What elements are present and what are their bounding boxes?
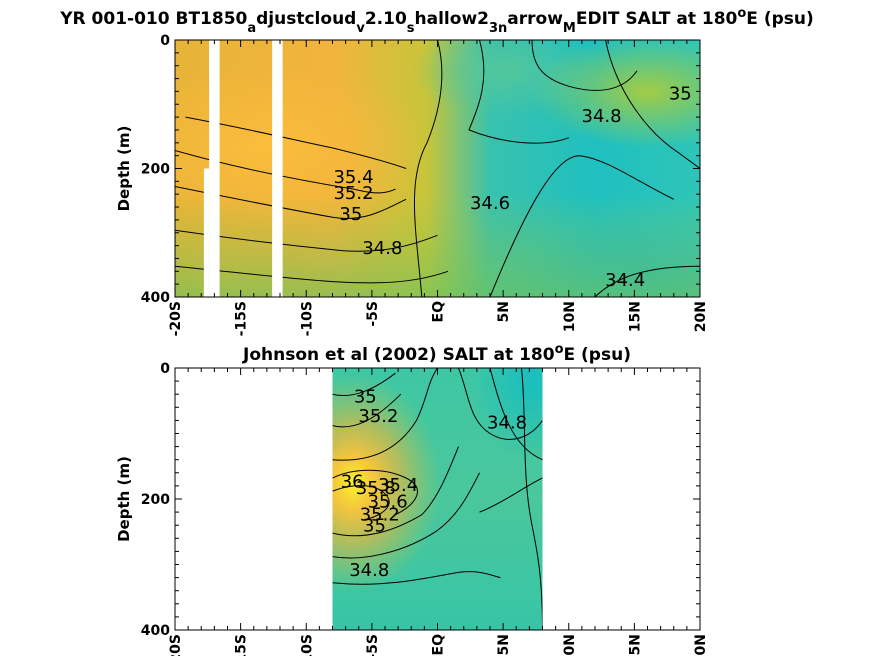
contour-label: 34.6: [470, 193, 510, 214]
contour-label: 35: [354, 386, 377, 407]
contour-label: 35.4: [378, 475, 418, 496]
contour-label: 34.8: [349, 560, 389, 581]
contour-line: [521, 368, 543, 630]
x-tick-label: 5N: [496, 634, 512, 655]
contour-label: 35.4: [333, 167, 373, 188]
chart-title: YR 001-010 BT1850adjustcloudv2.10shallow…: [59, 6, 814, 36]
contour-label: 35.2: [360, 504, 400, 525]
contour-line: [175, 265, 449, 284]
y-tick-label: 400: [141, 623, 170, 639]
field-layer: [332, 368, 543, 630]
contour-line: [332, 393, 402, 428]
contour-lines: [332, 368, 543, 630]
x-tick-label: 15N: [627, 634, 643, 656]
title-part: a: [247, 21, 256, 36]
x-tick-label: 15N: [627, 301, 643, 332]
contour-label: 35: [363, 516, 386, 537]
title-part: o: [737, 6, 746, 21]
contour-label: 35: [669, 84, 692, 105]
contour-line: [175, 186, 407, 219]
title-part: M: [563, 21, 576, 36]
x-tick-label: -15S: [234, 301, 250, 336]
y-tick-label: 0: [160, 33, 170, 49]
title-part: o: [555, 342, 564, 357]
title-part: E (psu): [564, 345, 631, 365]
contour-label: 35.2: [333, 183, 373, 204]
x-tick-label: 10N: [562, 301, 578, 332]
x-tick-label: -5S: [365, 301, 381, 327]
x-tick-label: -5S: [365, 634, 381, 656]
missing-data-gap: [209, 40, 220, 297]
x-tick-label: EQ: [431, 634, 447, 656]
contour-line: [332, 368, 438, 461]
contour-line: [531, 40, 638, 91]
x-tick-label: 20N: [693, 301, 709, 332]
y-tick-label: 200: [141, 492, 170, 508]
y-tick-label: 200: [141, 162, 170, 178]
contour-label: 36: [341, 472, 364, 493]
contour-line: [332, 485, 390, 521]
x-tick-label: 5N: [496, 301, 512, 322]
contour-label: 35.6: [368, 491, 408, 512]
title-part: 2.10: [365, 9, 407, 29]
field-layer: [175, 40, 700, 297]
salinity-field: [332, 368, 543, 630]
title-part: v: [356, 21, 365, 36]
salinity-field: [175, 40, 700, 297]
title-part: djustcloud: [256, 9, 356, 29]
contour-label: 34.8: [362, 238, 402, 259]
contour-line: [332, 446, 459, 537]
contour-line: [605, 40, 700, 169]
contour-label: 34.8: [487, 413, 527, 434]
title-part: arrow: [507, 9, 563, 29]
contour-line: [185, 116, 407, 169]
x-tick-label: 10N: [562, 634, 578, 656]
contour-label: 34.4: [605, 270, 645, 291]
title-part: 3n: [489, 21, 507, 36]
title-part: s: [407, 21, 415, 36]
tick-marks: [174, 39, 701, 298]
tick-marks: [174, 367, 701, 631]
title-part: YR 001-010 BT1850: [59, 9, 247, 29]
y-tick-label: 0: [160, 361, 170, 377]
title-part: E (psu): [746, 9, 813, 29]
contour-label: 35.8: [356, 478, 396, 499]
x-tick-label: EQ: [431, 301, 447, 323]
contour-line: [332, 472, 480, 559]
chart-title: Johnson et al (2002) SALT at 180oE (psu): [242, 342, 631, 366]
x-tick-label: -20S: [168, 634, 184, 656]
x-tick-label: -10S: [299, 301, 315, 336]
missing-data-gap: [272, 40, 283, 297]
title-part: EDIT SALT at 180: [576, 9, 738, 29]
contour-line: [458, 368, 543, 440]
title-part: Johnson et al (2002) SALT at 180: [242, 345, 555, 365]
x-tick-label: -15S: [234, 634, 250, 656]
y-axis-label: Depth (m): [115, 456, 133, 542]
x-tick-label: -10S: [299, 634, 315, 656]
contour-line: [332, 469, 418, 516]
contour-label: 35: [339, 204, 362, 225]
contour-line: [489, 368, 543, 461]
contour-line: [332, 372, 396, 396]
x-tick-label: 20N: [693, 634, 709, 656]
x-tick-label: -20S: [168, 301, 184, 336]
contour-line: [413, 40, 443, 297]
y-axis-label: Depth (m): [115, 126, 133, 212]
contour-line: [468, 40, 569, 144]
contour-label: 34.8: [582, 106, 622, 127]
missing-data-gap: [203, 168, 210, 297]
contour-label: 35.2: [358, 406, 398, 427]
contour-line: [332, 571, 501, 585]
contour-line: [175, 150, 396, 194]
title-part: hallow2: [415, 9, 489, 29]
contour-line: [594, 265, 700, 297]
y-tick-label: 400: [141, 290, 170, 306]
contour-line: [489, 155, 675, 297]
contour-line: [479, 477, 543, 513]
